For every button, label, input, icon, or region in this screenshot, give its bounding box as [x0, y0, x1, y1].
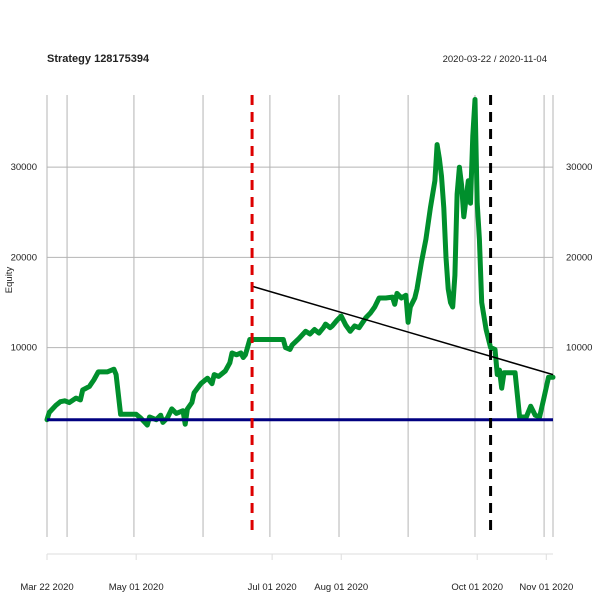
- equity-series-line: [47, 100, 553, 426]
- y-tick-right-2: 30000: [566, 162, 592, 173]
- y-tick-right-1: 20000: [566, 252, 592, 263]
- y-tick-left-2: 30000: [11, 162, 37, 173]
- x-tick-label-5: Nov 01 2020: [519, 582, 573, 593]
- chart-title: Strategy 128175394: [47, 53, 150, 65]
- chart-date-range: 2020-03-22 / 2020-11-04: [443, 54, 547, 65]
- y-tick-right-0: 10000: [566, 343, 592, 354]
- y-tick-left-1: 20000: [11, 252, 37, 263]
- y-tick-left-0: 10000: [11, 343, 37, 354]
- x-tick-label-0: Mar 22 2020: [20, 582, 73, 593]
- x-tick-labels: Mar 22 2020 May 01 2020 Jul 01 2020 Aug 01 …: [20, 582, 573, 593]
- plot-layer: [47, 95, 553, 537]
- y-tick-labels-left: 10000 20000 30000: [11, 162, 37, 353]
- x-axis: [47, 554, 553, 560]
- x-tick-label-2: Jul 01 2020: [248, 582, 297, 593]
- x-tick-label-3: Aug 01 2020: [314, 582, 368, 593]
- x-tick-label-4: Oct 01 2020: [451, 582, 503, 593]
- x-tick-label-1: May 01 2020: [109, 582, 164, 593]
- y-tick-labels-right: 10000 20000 30000: [566, 162, 592, 353]
- y-axis-label: Equity: [4, 267, 15, 294]
